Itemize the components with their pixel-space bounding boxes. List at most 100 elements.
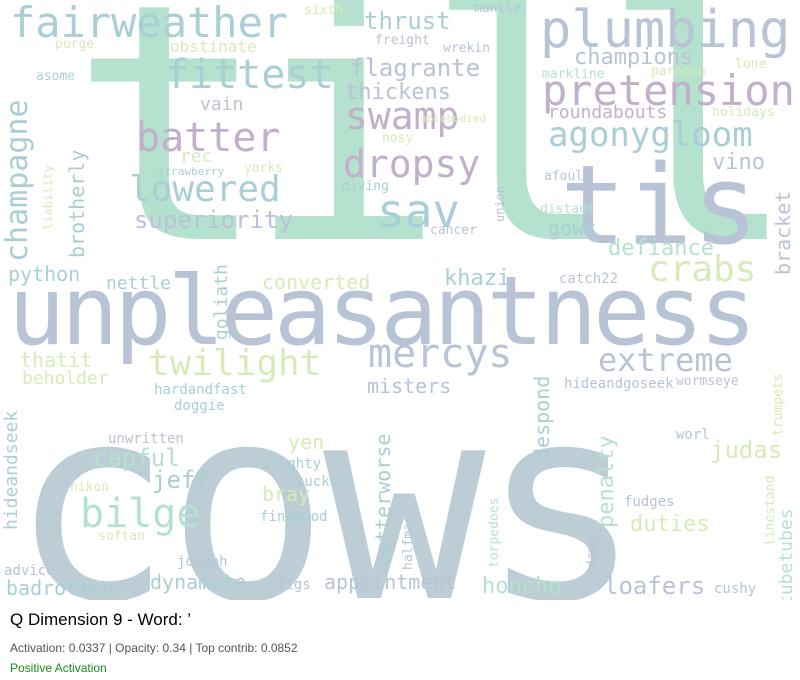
word-nikon: nikon	[70, 480, 110, 495]
word-union: union	[493, 185, 507, 222]
word-capful: capful	[93, 444, 180, 472]
word-vain: vain	[200, 94, 244, 115]
word-yorks: yorks	[244, 161, 284, 176]
word-cushy: cushy	[714, 581, 757, 597]
word-champions: champions	[574, 45, 694, 70]
word-holidays: holidays	[712, 105, 775, 120]
word-champagne: champagne	[0, 99, 35, 262]
word-dynamite: dynamite	[150, 570, 247, 594]
word-catch22: catch22	[559, 271, 619, 287]
word-blighty: blighty	[262, 456, 322, 472]
word-roundabouts: roundabouts	[548, 102, 668, 123]
word-thatit: thatit	[20, 348, 93, 372]
word-cancer: cancer	[430, 223, 477, 238]
word-afoul: afoul	[544, 169, 584, 184]
word-tucker: tucker	[296, 474, 347, 490]
activation-sign: Positive Activation	[10, 661, 107, 675]
activation-stats: Activation: 0.0337 | Opacity: 0.34 | Top…	[10, 641, 298, 655]
word-pretension: pretension	[542, 66, 795, 115]
word-thickens: thickens	[345, 80, 451, 105]
word-swamp: swamp	[345, 94, 460, 138]
word-duties: duties	[630, 512, 710, 537]
word-unwritten: unwritten	[108, 431, 184, 447]
word-dropsy: dropsy	[343, 142, 481, 186]
word-beholder: beholder	[22, 368, 109, 389]
word-crabs: crabs	[648, 249, 757, 290]
word-gowk: gowk	[548, 216, 597, 240]
word-flagrante: flagrante	[350, 54, 481, 82]
word-nosy: nosy	[382, 131, 414, 146]
word-damp: damp	[585, 536, 600, 568]
word-trumpets: trumpets	[771, 373, 786, 436]
word-asome: asome	[36, 69, 76, 84]
word-till: till	[70, 0, 799, 317]
word-finegood: finegood	[260, 509, 328, 525]
word-jeff: jeff	[152, 466, 210, 494]
word-batter: batter	[136, 115, 281, 161]
word-worl: worl	[676, 427, 710, 443]
word-hideandgoseek: hideandgoseek	[564, 376, 674, 392]
word-brotherly: brotherly	[65, 149, 89, 258]
word-figs: figs	[277, 577, 311, 593]
word-advice: advice	[4, 563, 55, 579]
word-strawberry: strawberry	[158, 165, 225, 178]
word-loafers: loafers	[604, 572, 706, 600]
word-rec: rec	[180, 146, 213, 167]
word-twilight: twilight	[148, 343, 322, 384]
word-bilge: bilge	[80, 491, 201, 537]
word-tis: tis	[560, 141, 759, 269]
word-lowered: lowered	[129, 169, 281, 210]
word-agonygloom: agonygloom	[548, 115, 753, 155]
word-converted: converted	[262, 270, 371, 294]
word-mantle: mantle	[474, 1, 521, 16]
word-diving: diving	[342, 179, 389, 194]
word-unpleasantness: unpleasantness	[8, 257, 757, 367]
word-torpedoes: torpedoes	[487, 497, 502, 568]
word-sixth: sixth	[304, 3, 344, 18]
word-judas: judas	[710, 436, 783, 464]
word-nettle: nettle	[106, 273, 172, 294]
word-bracket: bracket	[771, 190, 795, 275]
word-softan: softan	[98, 529, 145, 544]
visualization-title: Q Dimension 9 - Word: ’	[10, 610, 192, 629]
word-markline: markline	[542, 67, 605, 82]
word-hideandseek: hideandseek	[1, 410, 22, 530]
word-plumbing: plumbing	[540, 0, 791, 60]
word-freight: freight	[375, 33, 430, 48]
word-halfmast: halfmast	[401, 507, 416, 570]
word-badrotten: badrotten	[6, 576, 115, 600]
word-hardandfast: hardandfast	[154, 382, 247, 398]
word-tubetubes: tubetubes	[776, 508, 797, 600]
word-lone: lone	[735, 57, 767, 72]
word-honcho: honcho	[482, 574, 562, 599]
word-cloud: cows till unpleasantness tis plumbing fa…	[0, 0, 800, 600]
word-fairweather: fairweather	[10, 0, 289, 47]
word-fudges: fudges	[624, 494, 675, 510]
word-liability: liability	[41, 164, 55, 230]
word-mercys: mercys	[368, 331, 513, 377]
word-cows: cows	[10, 347, 642, 601]
word-yen: yen	[288, 430, 325, 454]
word-wormseye: wormseye	[676, 374, 739, 389]
word-paragon: paragon	[651, 64, 706, 79]
word-distant: distant	[540, 202, 595, 217]
word-thrust: thrust	[364, 7, 451, 35]
word-bray: bray	[262, 482, 311, 506]
word-python: python	[8, 262, 81, 286]
word-khazi: khazi	[444, 266, 511, 291]
word-wrekin: wrekin	[443, 41, 490, 56]
word-penalty: penalty	[594, 435, 619, 528]
word-superiority: superiority	[134, 206, 293, 234]
word-betterworse: betterworse	[371, 433, 395, 566]
word-linestand: linestand	[763, 475, 778, 546]
word-ablebodied: ablebodied	[420, 112, 487, 125]
word-extreme: extreme	[598, 341, 733, 379]
word-appointment: appointment	[324, 570, 457, 594]
word-despond: despond	[530, 375, 554, 460]
word-joseph: joseph	[177, 554, 228, 570]
word-goliath: goliath	[211, 264, 232, 340]
word-sav: sav	[377, 184, 461, 238]
word-fittest: fittest	[165, 52, 334, 98]
word-misters: misters	[367, 374, 452, 398]
word-obstinate: obstinate	[170, 37, 257, 56]
